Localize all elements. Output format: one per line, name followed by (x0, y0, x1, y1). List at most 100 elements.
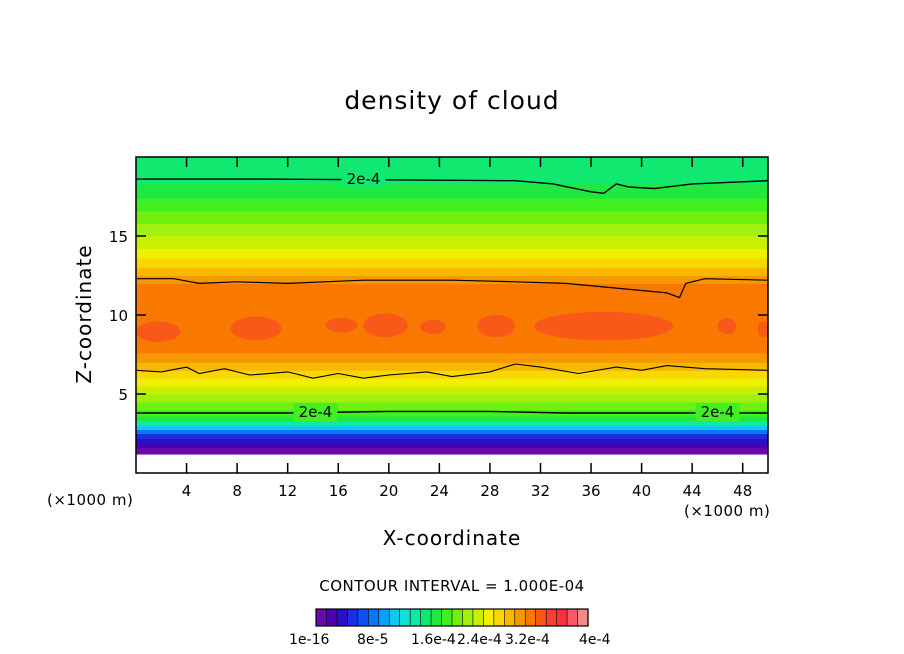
contour-interval-label: CONTOUR INTERVAL = 1.000E-04 (319, 577, 585, 595)
x-tick-label: 24 (430, 482, 449, 500)
high-density-patch (363, 313, 408, 338)
heatmap-high-density-patches (136, 311, 768, 342)
contour-labels: 2e-4 2e-4 2e-4 (293, 170, 740, 422)
heatmap-band (136, 429, 768, 434)
colorbar-label: 4e-4 (579, 632, 611, 648)
colorbar-swatch (545, 608, 558, 627)
colorbar-swatch (535, 608, 547, 627)
heatmap-band (136, 198, 768, 212)
x-tick-label: 20 (379, 482, 398, 500)
x-tick-label: 36 (581, 482, 600, 500)
heatmap-band (136, 442, 768, 449)
colorbar-swatch (336, 608, 348, 627)
colorbar-swatch (409, 608, 422, 627)
colorbar-swatch (504, 608, 516, 627)
colorbar-label: 3.2e-4 (505, 632, 550, 648)
high-density-patch (420, 319, 446, 334)
colorbar-frame (315, 608, 589, 627)
high-density-patch (477, 315, 516, 338)
x-tick-label: 12 (278, 482, 297, 500)
colorbar-swatch (493, 608, 505, 627)
colorbar-label: 2.4e-4 (457, 632, 502, 648)
colorbar-swatch (462, 608, 474, 627)
heatmap-band (136, 425, 768, 431)
heatmap-bands (136, 157, 768, 473)
heatmap-band (136, 210, 768, 224)
colorbar-swatch (430, 608, 443, 627)
x-tick-label: 16 (329, 482, 348, 500)
x-tick-label: 48 (733, 482, 752, 500)
colorbar-swatch (524, 608, 537, 627)
high-density-patch (757, 321, 768, 338)
contour-label: 2e-4 (347, 170, 381, 188)
colorbar-label: 8e-5 (357, 632, 389, 648)
x-tick-label: 32 (531, 482, 550, 500)
contour-line-upper (136, 178, 768, 195)
colorbar-swatch (326, 608, 338, 627)
heatmap-band (136, 283, 768, 354)
high-density-patch (230, 316, 282, 341)
colorbar-swatch (556, 608, 568, 627)
heatmap-band (136, 258, 768, 269)
colorbar-swatch (566, 608, 579, 627)
chart-title: density of cloud (344, 86, 560, 115)
x-tick-label: 8 (232, 482, 242, 500)
colorbar-swatch (388, 608, 401, 627)
colorbar-swatch (577, 608, 589, 627)
colorbar-swatch (368, 608, 380, 627)
x-tick-label: 40 (632, 482, 651, 500)
colorbar-swatch (472, 608, 484, 627)
contour-lines (136, 178, 768, 414)
contour-label: 2e-4 (701, 403, 735, 421)
y-axis-unit: (×1000 m) (47, 491, 134, 509)
heatmap-band (136, 416, 768, 422)
heatmap-band (136, 378, 768, 387)
heatmap-band (136, 409, 768, 417)
contour-label: 2e-4 (299, 403, 333, 421)
high-density-patch (534, 311, 674, 341)
contour-label-background (293, 403, 338, 422)
contour-line-lower (136, 410, 768, 414)
heatmap-band (136, 267, 768, 276)
heatmap-band (136, 236, 768, 250)
heatmap-band (136, 248, 768, 259)
heatmap-band (136, 183, 768, 199)
contour-line-cloud-top (136, 278, 768, 299)
y-tick-label: 5 (118, 386, 128, 404)
heatmap-band (136, 352, 768, 363)
x-axis-title: X-coordinate (382, 526, 522, 550)
contour-line-cloud-base (136, 363, 768, 379)
colorbar-swatch (483, 608, 495, 627)
colorbar-swatch (420, 608, 432, 627)
colorbar-swatch (315, 608, 328, 627)
heatmap-band (136, 438, 768, 444)
heatmap-band (136, 362, 768, 371)
colorbar-swatch (357, 608, 369, 627)
colorbar-label: 1.6e-4 (411, 632, 456, 648)
x-tick-label: 28 (480, 482, 499, 500)
y-tick-label: 15 (109, 228, 128, 246)
x-tick-label: 4 (182, 482, 192, 500)
heatmap-band (136, 370, 768, 379)
colorbar-swatch (441, 608, 453, 627)
contour-label-background (695, 403, 740, 422)
y-tick-label: 10 (109, 307, 128, 325)
heatmap-band (136, 454, 768, 473)
heatmap-band (136, 394, 768, 403)
colorbar-swatch (451, 608, 464, 627)
heatmap-band (136, 223, 768, 237)
colorbar-swatch (378, 608, 390, 627)
colorbar-swatch (347, 608, 359, 627)
colorbar-label: 1e-16 (289, 632, 330, 648)
heatmap-band (136, 401, 768, 411)
high-density-patch (325, 318, 358, 333)
heatmap-band (136, 386, 768, 395)
colorbar-swatch (514, 608, 526, 627)
colorbar-swatch (399, 608, 411, 627)
heatmap-band (136, 433, 768, 439)
colorbar (315, 608, 589, 627)
x-axis-unit: (×1000 m) (684, 502, 771, 520)
high-density-patch (136, 321, 181, 342)
